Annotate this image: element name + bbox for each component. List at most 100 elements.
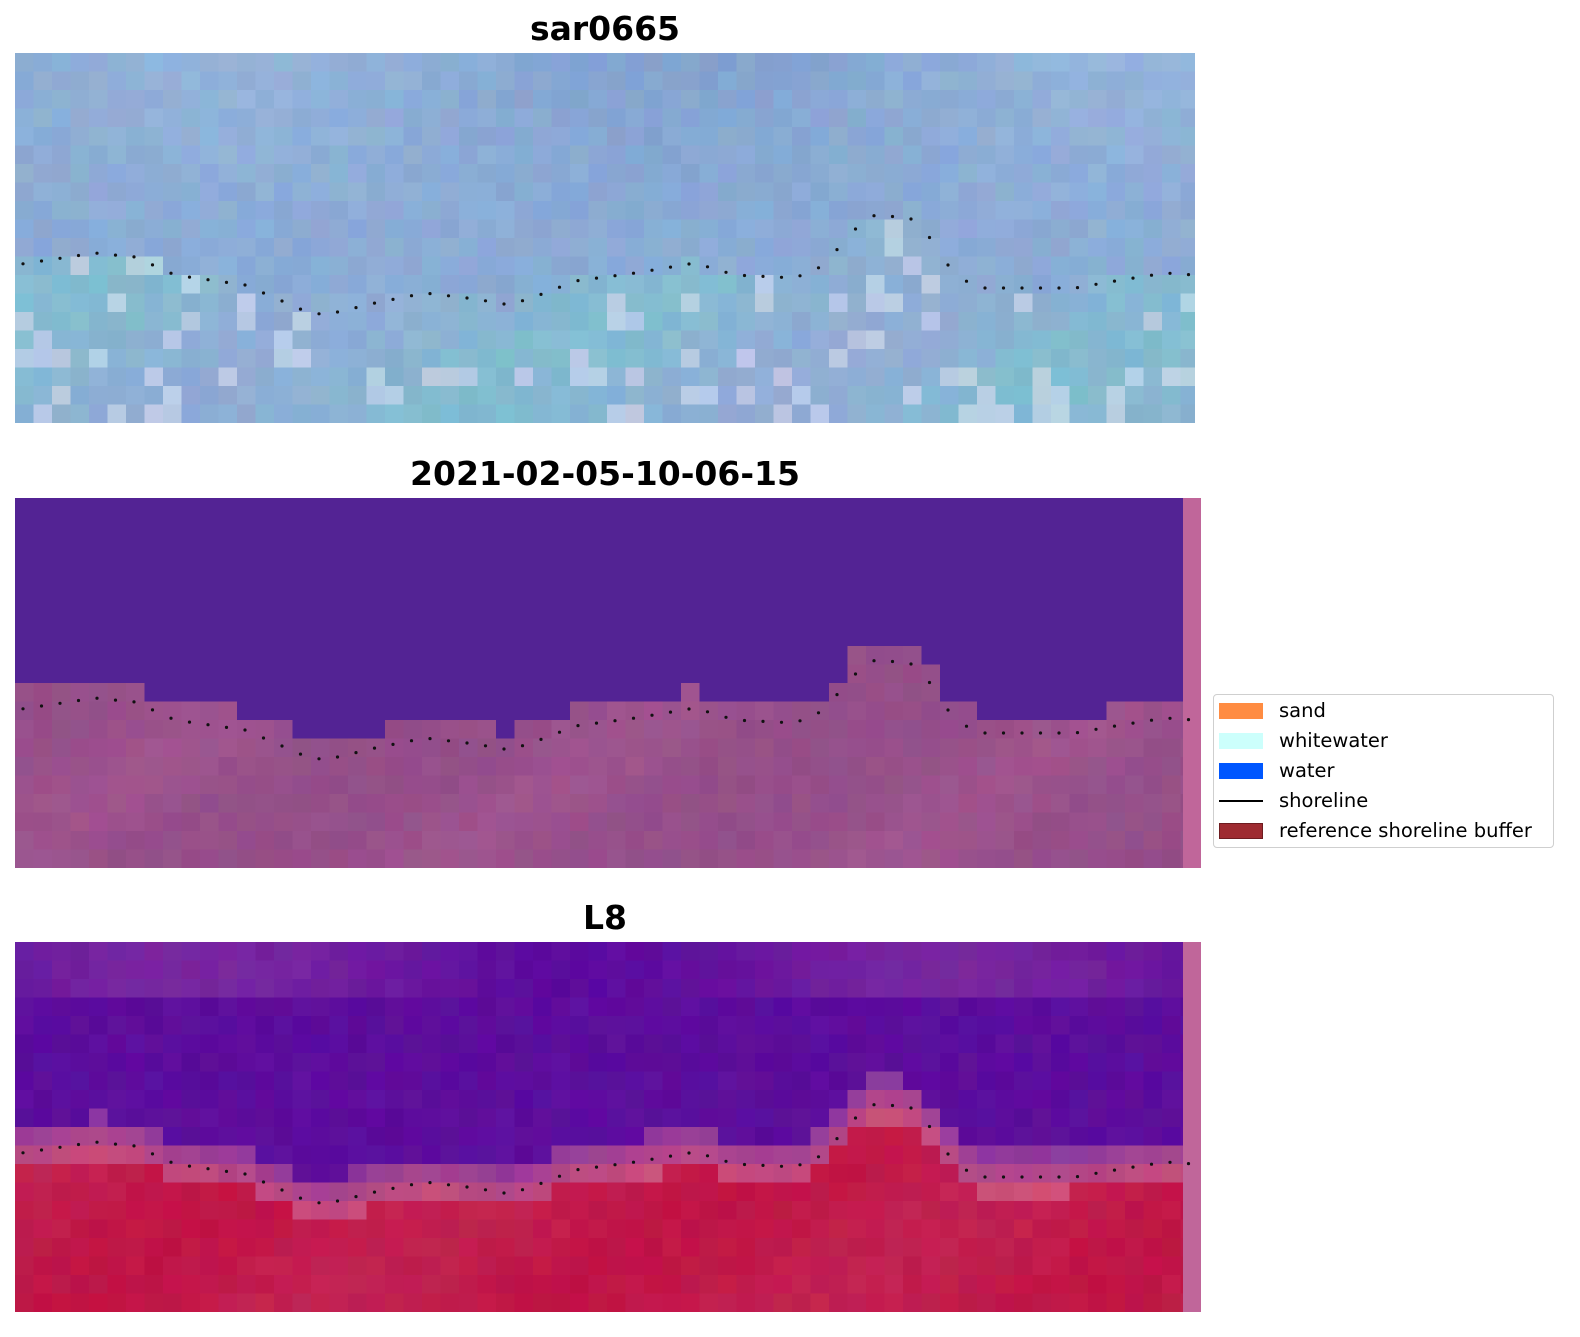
shoreline-point [909,217,913,221]
shoreline-point [261,1180,266,1184]
shoreline-point [446,739,451,743]
shoreline-point [391,297,395,301]
shoreline-point [317,1201,321,1205]
shoreline-point [816,1155,821,1159]
shoreline-point [927,680,932,685]
shoreline-point [557,1174,562,1178]
shoreline-point [779,720,784,724]
shoreline-point [169,271,173,275]
shoreline-point [520,1188,525,1192]
shoreline-point [465,741,469,745]
shoreline-point [631,1160,636,1164]
shoreline-point [1038,1175,1043,1179]
shoreline-point [446,1183,451,1187]
shoreline-point [243,1172,247,1176]
panel-title-2: 2021-02-05-10-06-15 [410,454,800,493]
legend-label-buffer: reference shoreline buffer [1279,819,1532,842]
shoreline-point [835,1137,839,1141]
shoreline-point [169,716,173,720]
shoreline-dots-2 [21,659,1191,761]
shoreline-point [21,1151,25,1155]
shoreline-point [206,278,210,282]
shoreline-point [483,744,488,748]
shoreline-point [613,274,617,278]
shoreline-point [1020,286,1024,290]
shoreline-point [742,718,747,723]
legend-item-water: water [1219,759,1549,783]
shoreline-point [650,1157,654,1161]
shoreline-point [1131,276,1135,280]
satellite-image-panel [15,53,1195,423]
shoreline-point [890,659,895,664]
shoreline-point [724,270,728,274]
shoreline-point [650,268,654,272]
shoreline-point [613,719,617,723]
shoreline-point [483,1188,488,1192]
shoreline-point [964,1168,969,1172]
shoreline-point [21,707,25,711]
shoreline-point [576,724,580,728]
legend-label-sand: sand [1279,699,1326,722]
shoreline-point [465,1185,469,1189]
shoreline-point [1057,286,1061,290]
shoreline-point [409,739,414,743]
index-image [15,942,1201,1312]
shoreline-point [187,275,192,279]
shoreline-point [391,742,395,746]
satellite-image [15,53,1195,423]
shoreline-point [132,700,136,704]
shoreline-dots-1 [21,214,1191,316]
shoreline-point [150,263,155,267]
classified-image-panel [15,498,1201,868]
sand-swatch-icon [1219,703,1263,719]
edge-strip [1183,942,1201,1312]
shoreline-point [483,299,488,303]
shoreline-point [132,1144,136,1148]
shoreline-point [668,1154,673,1158]
shoreline-point [113,698,118,702]
shoreline-dots-3 [21,1103,1191,1205]
shoreline-point [502,747,506,751]
edge-strip [1183,498,1201,868]
shoreline-point [1020,1175,1024,1179]
shoreline-point [539,292,543,296]
shoreline-point [761,274,765,278]
shoreline-point [853,672,858,676]
shoreline-point [1094,1171,1098,1175]
shoreline-point [502,1191,506,1195]
shoreline-point [853,227,858,231]
shoreline-point [428,292,432,296]
shoreline-point [428,1181,432,1185]
shoreline-point [317,757,321,761]
shoreline-point [39,704,44,708]
shoreline-point [668,265,673,269]
shoreline-point [1186,718,1191,722]
shoreline-point [409,1183,414,1187]
shoreline-point [890,1103,895,1108]
shoreline-point [742,1162,747,1167]
shoreline-point [1131,721,1135,725]
legend-label-shoreline: shoreline [1279,789,1369,812]
shoreline-point [243,728,247,732]
shoreline-point [446,294,451,298]
whitewater-swatch-icon [1219,733,1263,749]
shoreline-point [354,751,358,755]
shoreline-point [95,1140,99,1144]
shoreline-point [668,710,673,714]
shoreline-point [520,299,525,303]
legend-item-whitewater: whitewater [1219,729,1549,753]
shoreline-point [76,698,81,703]
shoreline-point [1168,716,1172,720]
shoreline-point [650,713,654,717]
shoreline-point [1057,731,1061,735]
shoreline-point [1168,271,1172,275]
shoreline-point [761,719,765,723]
shoreline-point [150,708,155,712]
shoreline-point [835,248,839,252]
legend-label-whitewater: whitewater [1279,729,1388,752]
shoreline-point [113,1142,118,1146]
classified-image [15,498,1201,868]
shoreline-point [835,693,839,697]
shoreline-point [1149,718,1154,722]
shoreline-point [724,1159,728,1163]
